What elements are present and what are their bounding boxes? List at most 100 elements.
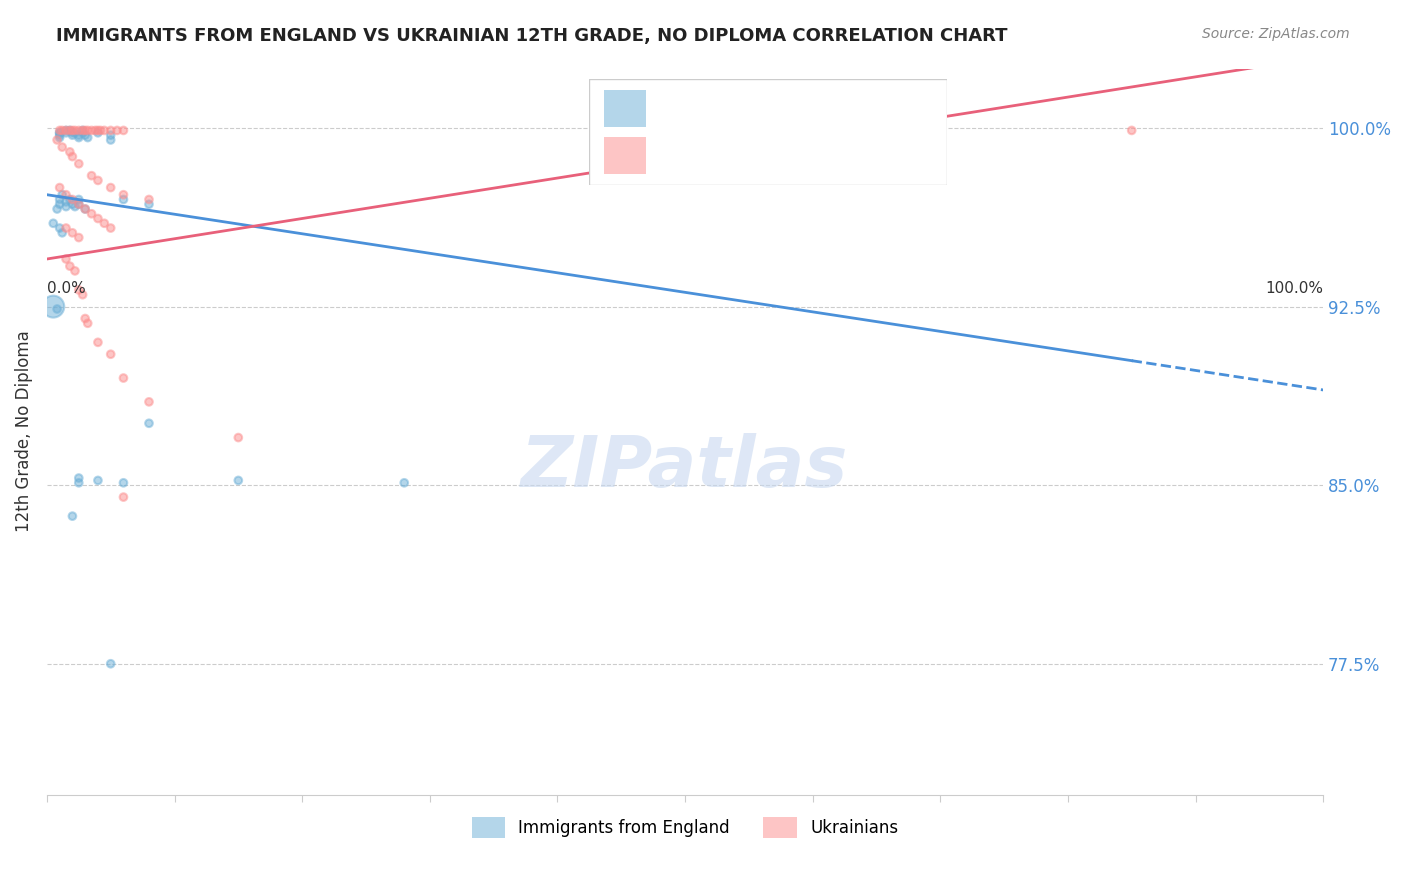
Point [55,123,77,137]
Point [72,126,94,140]
Point [100,347,122,361]
Point [75,128,97,143]
Point [87,173,110,187]
Point [67,475,90,490]
Point [112,475,135,490]
Point [112,187,135,202]
Point [59,193,82,207]
Point [75,311,97,326]
Point [67,123,90,137]
Point [63,126,86,140]
Point [55,123,77,137]
Point [87,126,110,140]
Point [67,193,90,207]
Point [100,133,122,147]
Text: 0.0%: 0.0% [46,281,86,295]
Point [80,123,103,137]
Point [87,335,110,350]
Point [51,140,73,154]
Point [55,187,77,202]
Point [63,200,86,214]
Point [42,300,65,314]
Point [80,169,103,183]
Point [62,193,84,207]
Point [67,471,90,485]
Point [112,123,135,137]
Point [46,133,69,147]
Point [75,202,97,216]
Point [93,216,115,230]
Point [63,123,86,137]
Point [100,128,122,143]
Point [67,157,90,171]
Point [59,259,82,273]
Point [1121,123,1143,137]
Point [100,221,122,235]
Point [59,145,82,159]
Point [48,126,70,140]
Point [48,130,70,145]
Point [76,316,98,330]
Point [228,431,250,445]
Point [87,474,110,488]
Point [105,123,128,137]
Point [72,123,94,137]
Point [51,187,73,202]
Point [67,197,90,211]
Point [112,193,135,207]
Point [62,197,84,211]
Point [62,123,84,137]
Legend: Immigrants from England, Ukrainians: Immigrants from England, Ukrainians [465,811,905,845]
Point [59,123,82,137]
Point [55,200,77,214]
Point [48,123,70,137]
Point [51,123,73,137]
Point [76,130,98,145]
Point [67,283,90,297]
Point [46,202,69,216]
Text: 100.0%: 100.0% [1265,281,1323,295]
Point [84,123,107,137]
Point [63,264,86,278]
Point [48,221,70,235]
Point [62,226,84,240]
Point [67,197,90,211]
Point [87,123,110,137]
Point [48,197,70,211]
Point [55,252,77,266]
Point [100,180,122,194]
Point [138,395,160,409]
Text: ZIPatlas: ZIPatlas [522,434,849,502]
Point [112,371,135,385]
Point [89,123,111,137]
Point [67,130,90,145]
Point [72,123,94,137]
Point [138,417,160,431]
Y-axis label: 12th Grade, No Diploma: 12th Grade, No Diploma [15,331,32,533]
Point [62,509,84,524]
Point [46,301,69,316]
Point [93,123,115,137]
Point [138,193,160,207]
Point [55,126,77,140]
Point [67,128,90,143]
Point [67,230,90,244]
Text: IMMIGRANTS FROM ENGLAND VS UKRAINIAN 12TH GRADE, NO DIPLOMA CORRELATION CHART: IMMIGRANTS FROM ENGLAND VS UKRAINIAN 12T… [56,27,1008,45]
Point [51,226,73,240]
Point [112,490,135,504]
Point [55,221,77,235]
Point [62,150,84,164]
Point [394,475,416,490]
Point [48,180,70,194]
Point [75,202,97,216]
Point [62,128,84,143]
Point [59,123,82,137]
Point [72,287,94,301]
Point [138,197,160,211]
Point [80,207,103,221]
Point [76,123,98,137]
Point [62,126,84,140]
Point [48,128,70,143]
Point [100,123,122,137]
Point [100,657,122,671]
